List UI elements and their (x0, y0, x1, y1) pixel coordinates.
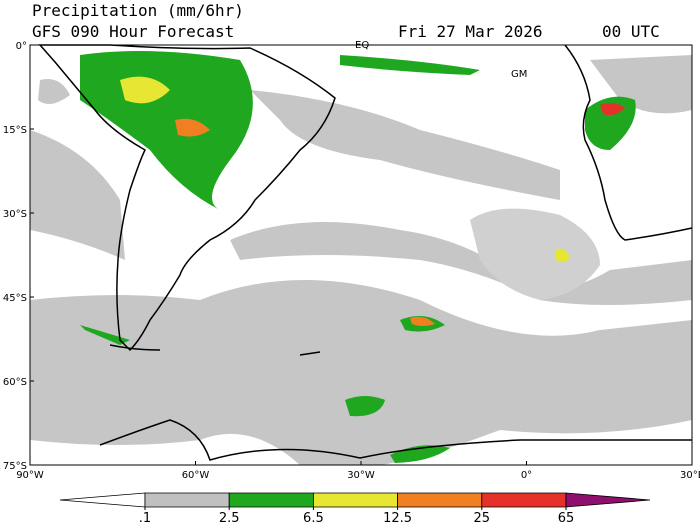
lon-label: 90°W (16, 470, 44, 481)
light-precip (30, 55, 692, 465)
title: Precipitation (mm/6hr) (32, 1, 244, 20)
lon-label: 30°E (680, 470, 700, 481)
map-annotation: GM (511, 69, 527, 80)
subtitle: GFS 090 Hour Forecast (32, 22, 234, 41)
colorbar-label: 2.5 (219, 511, 240, 525)
lat-label: 60°S (3, 377, 27, 388)
lat-label: 75°S (3, 461, 27, 472)
colorbar-segment (397, 492, 483, 508)
colorbar-segment (228, 492, 314, 508)
lat-label: 30°S (3, 209, 27, 220)
lat-label: 15°S (3, 125, 27, 136)
colorbar-segment (313, 492, 398, 508)
coastlines (38, 44, 693, 461)
time: 00 UTC (602, 22, 660, 41)
lon-label: 30°W (347, 470, 375, 481)
lon-label: 60°W (182, 470, 210, 481)
colorbar-label: 12.5 (383, 511, 412, 525)
colorbar-segment (144, 492, 230, 508)
colorbar-segment (481, 492, 567, 508)
date: Fri 27 Mar 2026 (398, 22, 543, 41)
map-area (29, 44, 693, 466)
colorbar-label: 65 (558, 511, 575, 525)
heavy-precip (120, 76, 625, 326)
lat-label: 0° (16, 41, 27, 52)
colorbar-segment (59, 492, 146, 508)
lon-label: 0° (521, 470, 532, 481)
lat-label: 45°S (3, 293, 27, 304)
colorbar-label: .1 (139, 511, 151, 525)
map-annotation: EQ (355, 40, 369, 51)
colorbar-segment (565, 492, 651, 508)
colorbar-label: 6.5 (303, 511, 324, 525)
colorbar-label: 25 (474, 511, 491, 525)
